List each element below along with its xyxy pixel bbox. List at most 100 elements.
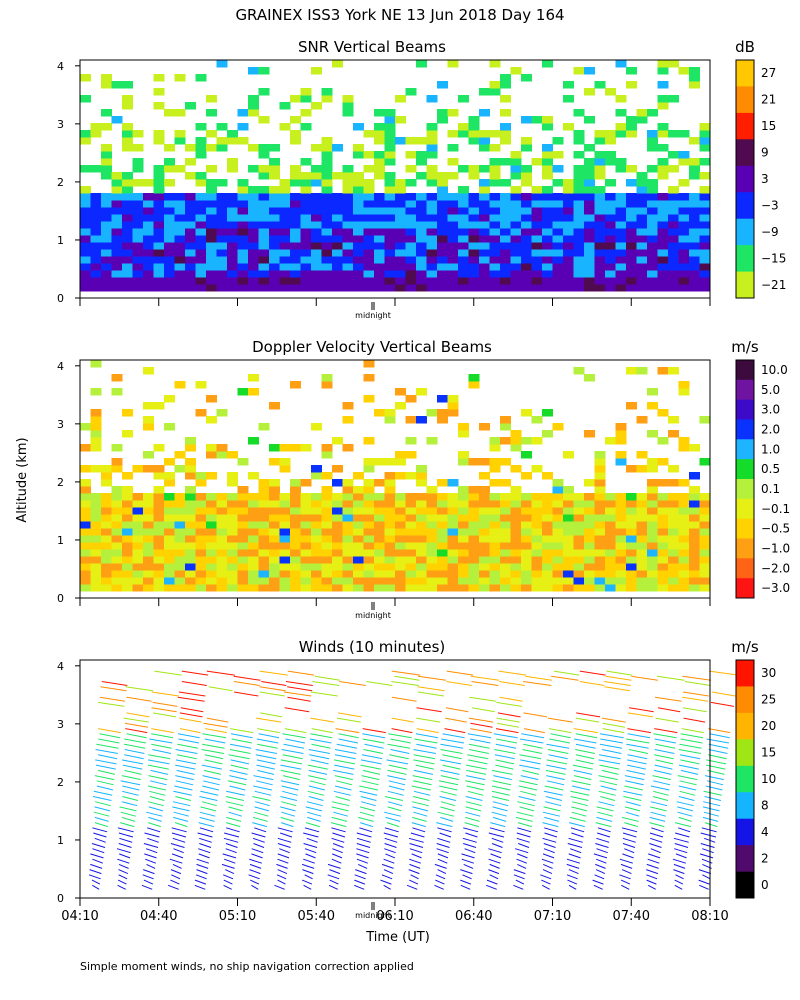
data-cell xyxy=(699,130,711,138)
data-cell xyxy=(615,270,627,278)
data-cell xyxy=(174,193,186,201)
data-cell xyxy=(153,270,165,278)
wind-barb xyxy=(542,869,553,875)
wind-barb xyxy=(489,863,500,869)
wind-barb xyxy=(257,743,278,749)
footnote: Simple moment winds, no ship navigation … xyxy=(80,960,414,973)
wind-barb xyxy=(622,837,636,843)
data-cell xyxy=(300,577,312,585)
data-cell xyxy=(206,514,217,522)
wind-barb xyxy=(547,749,569,754)
wind-barb xyxy=(650,848,661,854)
data-cell xyxy=(510,465,522,473)
data-cell xyxy=(185,193,196,201)
wind-barb xyxy=(413,796,430,801)
data-cell xyxy=(111,486,123,494)
data-cell xyxy=(300,556,312,564)
data-cell xyxy=(479,486,490,494)
wind-barb xyxy=(409,858,421,864)
data-cell xyxy=(321,486,333,494)
data-cell xyxy=(153,500,165,508)
wind-barb xyxy=(149,790,166,796)
data-cell xyxy=(699,500,711,508)
data-cell xyxy=(647,165,658,173)
data-cell xyxy=(479,193,490,201)
data-cell xyxy=(426,277,438,285)
wind-barb xyxy=(523,712,548,718)
wind-barb xyxy=(518,843,530,848)
wind-barb xyxy=(704,822,718,828)
data-cell xyxy=(258,249,270,257)
data-cell xyxy=(458,542,469,550)
data-cell xyxy=(657,193,669,201)
data-cell xyxy=(500,109,511,117)
wind-barb xyxy=(256,759,276,765)
wind-barb xyxy=(302,869,314,875)
wind-barb xyxy=(385,853,396,859)
data-cell xyxy=(195,409,207,417)
wind-barb xyxy=(465,816,480,822)
data-cell xyxy=(300,284,312,292)
data-cell xyxy=(90,214,102,222)
panels: SNR Vertical Beams01234midnightdB2721159… xyxy=(57,38,790,924)
data-cell xyxy=(90,123,102,131)
data-cell xyxy=(468,556,480,564)
wind-barb xyxy=(119,837,133,843)
wind-barb xyxy=(276,874,287,880)
data-cell xyxy=(689,507,700,515)
data-cell xyxy=(342,242,354,250)
data-cell xyxy=(437,549,448,557)
wind-barb xyxy=(627,728,651,734)
data-cell xyxy=(626,402,637,410)
wind-barb xyxy=(149,780,167,786)
wind-barb xyxy=(257,769,275,775)
data-cell xyxy=(405,521,417,529)
data-cell xyxy=(615,249,627,257)
data-cell xyxy=(384,486,396,494)
data-cell xyxy=(678,542,690,550)
data-cell xyxy=(363,437,375,445)
wind-barb xyxy=(178,691,206,697)
data-cell xyxy=(563,179,574,187)
y-tick-label: 1 xyxy=(57,534,64,547)
data-cell xyxy=(405,214,417,222)
data-cell xyxy=(447,542,459,550)
wind-barb xyxy=(620,879,631,885)
x-tick-label: 08:10 xyxy=(691,909,728,924)
data-cell xyxy=(678,577,690,585)
data-cell xyxy=(521,409,532,417)
wind-barb xyxy=(148,822,161,828)
data-cell xyxy=(279,493,291,501)
wind-barb xyxy=(466,769,487,775)
data-cell xyxy=(615,458,627,466)
data-cell xyxy=(426,284,438,292)
data-cell xyxy=(500,549,511,557)
data-cell xyxy=(615,584,627,592)
wind-barb xyxy=(287,686,313,692)
data-cell xyxy=(584,144,595,152)
wind-barb xyxy=(437,858,448,864)
data-cell xyxy=(374,172,385,180)
colorbar-swatch xyxy=(736,86,754,114)
data-cell xyxy=(164,200,175,208)
data-cell xyxy=(573,235,585,243)
data-cell xyxy=(143,416,154,424)
plot-area xyxy=(80,60,711,292)
y-tick-label: 3 xyxy=(57,718,64,731)
data-cell xyxy=(363,584,375,592)
data-cell xyxy=(122,535,133,543)
data-cell xyxy=(342,95,354,103)
wind-barb xyxy=(435,879,445,885)
data-cell xyxy=(563,542,574,550)
data-cell xyxy=(132,158,144,166)
wind-barb xyxy=(147,785,167,791)
data-cell xyxy=(374,221,385,229)
data-cell xyxy=(584,577,595,585)
data-cell xyxy=(678,228,690,236)
wind-barb xyxy=(440,749,463,754)
data-cell xyxy=(227,577,238,585)
data-cell xyxy=(689,74,700,82)
wind-barb xyxy=(596,858,607,864)
data-cell xyxy=(542,221,553,229)
wind-barb xyxy=(701,827,717,833)
